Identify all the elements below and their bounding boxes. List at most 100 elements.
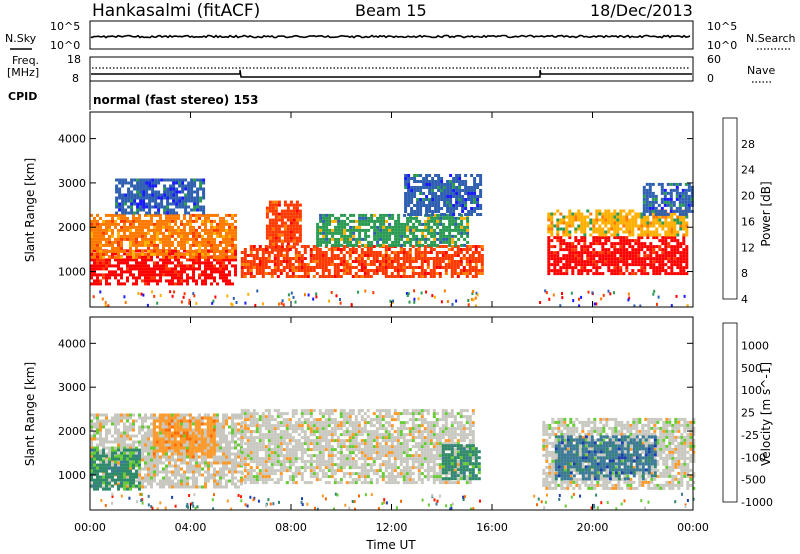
data-cell [165,270,168,274]
data-cell [321,275,325,278]
data-cell [268,224,272,228]
data-cell [162,485,165,489]
data-cell [210,231,213,235]
data-cell [444,272,448,275]
data-cell [117,434,120,438]
data-cell [628,257,632,261]
data-cell [99,273,102,277]
data-cell [441,260,445,263]
data-cell [476,183,480,186]
data-cell [300,260,304,263]
data-cell [117,452,120,456]
data-cell [168,458,171,462]
data-cell [322,234,326,238]
data-cell [150,413,153,417]
data-cell [265,230,269,234]
data-cell [210,228,213,232]
data-cell [466,216,470,220]
data-cell [346,216,350,220]
data-cell [607,227,611,231]
data-cell [652,233,656,237]
data-cell [156,222,159,226]
data-cell [682,218,686,222]
data-cell [225,228,228,232]
data-cell [453,260,457,263]
data-cell [168,213,171,217]
data-cell [132,231,135,235]
data-cell [117,416,120,420]
data-cell [171,231,174,235]
data-cell [658,254,662,258]
data-cell [279,248,283,251]
data-cell [159,482,162,486]
data-cell [669,209,673,213]
data-cell [195,255,198,259]
data-cell [376,228,380,232]
data-cell [634,239,638,243]
data-cell [180,264,183,268]
data-cell [201,279,204,283]
data-cell [185,419,189,423]
data-cell [145,196,149,200]
data-cell [180,270,183,274]
data-cell [114,240,117,244]
data-cell [219,267,222,271]
data-cell [180,255,183,259]
data-cell [96,261,99,265]
data-cell [108,222,111,226]
data-cell [159,461,162,465]
data-cell [219,228,222,232]
data-cell [397,240,401,244]
data-cell [193,190,197,194]
data-cell [385,228,389,232]
data-cell [601,248,605,252]
data-cell [156,264,159,268]
data-cell [553,263,557,267]
data-cell [219,437,222,441]
data-cell [637,251,641,255]
data-cell [480,269,484,272]
data-cell [204,267,207,271]
data-cell [159,264,162,268]
data-cell [175,196,179,200]
data-cell [437,195,441,198]
data-cell [628,218,632,222]
data-cell [358,228,362,232]
data-cell [322,231,326,235]
data-cell [180,231,183,235]
data-cell [283,215,287,219]
data-cell [96,255,99,259]
data-cell [141,422,144,426]
data-cell [144,485,147,489]
data-cell [234,243,237,247]
data-cell [156,219,159,223]
data-cell [337,240,341,244]
data-cell [185,449,189,453]
data-cell [364,222,368,226]
data-cell [464,186,468,189]
data-cell [559,245,563,249]
data-cell [453,254,457,257]
data-cell [246,266,250,269]
data-cell [384,251,388,254]
data-cell [643,233,647,237]
data-cell [225,234,228,238]
data-cell [669,200,673,204]
data-cell [416,210,420,213]
data-cell [196,190,200,194]
data-cell [225,264,228,268]
data-cell [330,260,334,263]
data-cell [158,449,162,453]
data-cell [640,212,644,216]
data-cell [565,248,569,252]
power-colorbar-label: Power [dB] [759,181,773,246]
data-cell [433,234,437,238]
data-cell [274,212,278,216]
data-cell [441,245,445,248]
data-cell [93,434,96,438]
data-cell [455,207,459,210]
data-cell [133,196,137,200]
data-cell [423,269,427,272]
data-cell [289,209,293,213]
data-cell [651,200,655,204]
